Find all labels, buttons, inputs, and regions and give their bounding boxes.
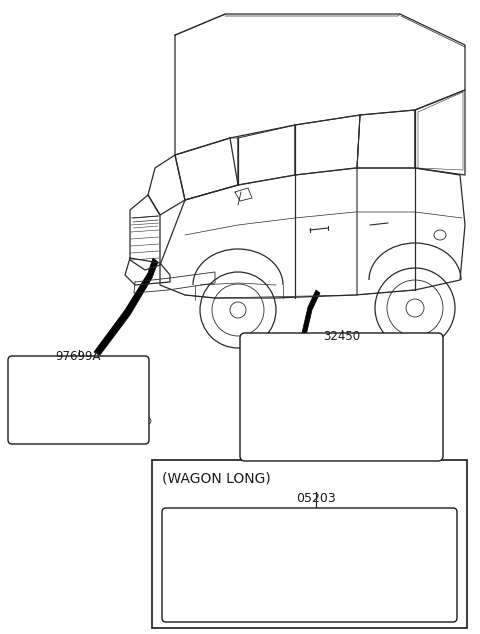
- FancyBboxPatch shape: [162, 508, 457, 622]
- FancyBboxPatch shape: [240, 333, 443, 461]
- Ellipse shape: [143, 418, 151, 425]
- FancyBboxPatch shape: [152, 460, 467, 628]
- Ellipse shape: [434, 230, 446, 240]
- Text: (WAGON LONG): (WAGON LONG): [162, 472, 271, 486]
- Text: 97699A: 97699A: [56, 350, 101, 363]
- FancyBboxPatch shape: [8, 356, 149, 444]
- Ellipse shape: [180, 530, 202, 564]
- Polygon shape: [294, 290, 320, 370]
- Text: 05203: 05203: [296, 492, 336, 505]
- Text: 32450: 32450: [323, 330, 360, 343]
- Polygon shape: [94, 258, 158, 355]
